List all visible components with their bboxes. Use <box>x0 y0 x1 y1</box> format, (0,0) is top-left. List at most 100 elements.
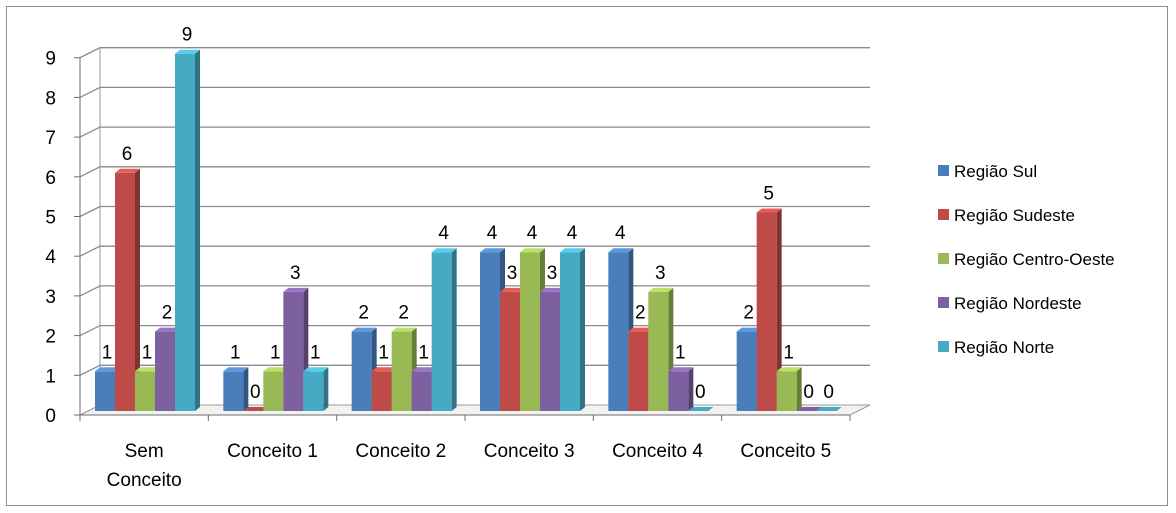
legend-swatch <box>938 253 949 264</box>
bar-top <box>736 327 762 332</box>
bar-top <box>95 367 120 372</box>
bar <box>648 291 669 411</box>
y-tick-label: 7 <box>45 128 56 149</box>
y-tick-label: 6 <box>45 168 56 189</box>
bar <box>95 371 115 411</box>
data-label: 1 <box>310 342 321 363</box>
x-axis: Sem Conceito Conceito 1 Conceito 2 Conceito … <box>79 414 851 491</box>
bar-top <box>351 327 377 332</box>
bar-top <box>756 208 782 213</box>
bar <box>303 371 324 411</box>
bar-top <box>371 367 397 372</box>
bar <box>776 371 797 411</box>
bar <box>175 53 195 411</box>
bar-side <box>580 248 585 411</box>
bars <box>95 49 842 411</box>
data-label: 1 <box>783 342 794 363</box>
data-label: 3 <box>547 263 558 284</box>
data-label: 2 <box>162 303 173 324</box>
x-tick-label: Conceito 3 <box>484 441 575 462</box>
data-label: 4 <box>567 223 578 244</box>
data-label: 4 <box>527 223 538 244</box>
x-tick-label: Sem <box>125 441 164 462</box>
bar-top <box>500 287 525 292</box>
bar-side <box>776 208 782 411</box>
y-tick-label: 0 <box>45 406 56 427</box>
bar <box>223 371 244 411</box>
bar-side <box>243 367 249 411</box>
legend-label: Região Norte <box>954 338 1054 357</box>
data-label: 3 <box>655 263 666 284</box>
bar-top <box>480 248 505 253</box>
bar <box>263 371 284 411</box>
bar <box>351 331 372 411</box>
bar-top <box>608 248 634 253</box>
bar-side <box>135 168 140 411</box>
data-label: 1 <box>230 342 241 363</box>
bar-top <box>115 168 140 173</box>
x-tick-label: Conceito <box>107 470 182 491</box>
y-tick-label: 3 <box>45 287 56 308</box>
data-label: 0 <box>695 382 706 403</box>
y-axis: 0 1 2 3 4 5 6 7 8 9 <box>45 49 81 427</box>
y-tick-label: 4 <box>45 247 56 268</box>
bar <box>283 291 304 411</box>
bar-top <box>668 367 694 372</box>
bar <box>480 252 500 411</box>
bar-side <box>796 367 802 411</box>
bar-zero <box>688 407 714 411</box>
gridline <box>79 166 870 178</box>
gridline <box>79 126 870 138</box>
x-tick-label: Conceito 2 <box>355 441 446 462</box>
bar-top <box>175 49 200 54</box>
legend-label: Região Sul <box>954 162 1037 181</box>
bar <box>608 252 629 411</box>
y-tick-label: 1 <box>45 366 56 387</box>
data-label: 4 <box>487 223 498 244</box>
side-wall <box>79 46 101 416</box>
legend-swatch <box>938 209 949 220</box>
bar-top <box>391 327 417 332</box>
bar-top <box>135 367 160 372</box>
bar-side <box>323 367 329 411</box>
data-label: 2 <box>743 303 754 324</box>
bar-top <box>648 287 674 292</box>
gridline <box>79 47 870 59</box>
bar-zero <box>796 407 822 411</box>
legend: Região Sul Região Sudeste Região Centro-Oe… <box>938 162 1115 357</box>
y-tick-label: 9 <box>45 49 56 70</box>
bar-side <box>195 49 200 411</box>
data-label: 2 <box>635 303 646 324</box>
bar-top <box>303 367 329 372</box>
bar-top <box>283 287 309 292</box>
data-label: 1 <box>418 342 429 363</box>
y-tick-label: 8 <box>45 88 56 109</box>
bar-top <box>776 367 802 372</box>
bar <box>540 291 560 411</box>
data-label: 0 <box>250 382 261 403</box>
data-label: 4 <box>438 223 449 244</box>
legend-label: Região Sudeste <box>954 206 1075 225</box>
data-label: 2 <box>358 303 369 324</box>
data-label: 4 <box>615 223 626 244</box>
bar <box>391 331 412 411</box>
bar-zero <box>243 407 269 411</box>
gridline <box>79 245 870 257</box>
legend-label: Região Nordeste <box>954 294 1082 313</box>
bar <box>500 291 520 411</box>
y-tick-label: 2 <box>45 327 56 348</box>
bar <box>431 252 452 411</box>
data-label: 2 <box>398 303 409 324</box>
bar-top <box>411 367 437 372</box>
bar <box>560 252 580 411</box>
bar-top <box>263 367 289 372</box>
bar-top <box>520 248 545 253</box>
bar-top <box>560 248 585 253</box>
legend-label: Região Centro-Oeste <box>954 250 1115 269</box>
bar <box>520 252 540 411</box>
bar-side <box>688 367 694 411</box>
bar <box>668 371 689 411</box>
bar <box>411 371 432 411</box>
data-label: 6 <box>122 144 133 165</box>
